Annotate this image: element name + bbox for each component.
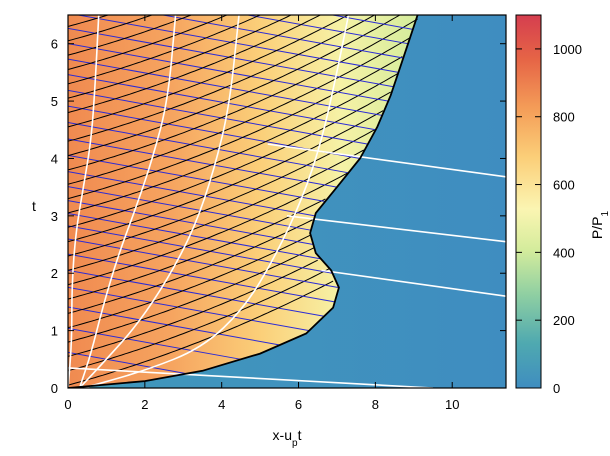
- white-trajectory: [78, 15, 177, 388]
- characteristic-black: [68, 110, 384, 243]
- characteristic-black: [68, 15, 350, 128]
- characteristic-blue: [414, 15, 418, 16]
- plot-frame: [67, 14, 507, 389]
- shocked-region-heatmap: [68, 15, 418, 388]
- characteristic-blue: [68, 122, 349, 174]
- x-tick-label: 0: [64, 397, 71, 412]
- characteristic-blue: [68, 200, 314, 246]
- plot-area: [68, 0, 506, 414]
- characteristic-blue: [68, 351, 187, 375]
- colorbar-tick-label: 1000: [553, 42, 582, 57]
- y-axis-label: t: [32, 198, 36, 214]
- characteristic-black: [68, 56, 403, 200]
- y-tick-label: 4: [51, 151, 58, 166]
- characteristic-black: [68, 247, 315, 343]
- x-tick-label: 2: [141, 397, 148, 412]
- characteristic-black: [68, 15, 401, 157]
- x-tick-label: 10: [445, 397, 459, 412]
- characteristic-blue: [68, 171, 316, 217]
- characteristic-black: [68, 0, 418, 12]
- y-axis: 0 1 2 3 4 5 6: [51, 37, 506, 396]
- characteristic-blue: [68, 253, 335, 303]
- characteristic-black: [68, 218, 315, 314]
- colorbar-tick-label: 0: [553, 381, 560, 396]
- white-slope-line: [267, 143, 506, 178]
- x-tick-label: 4: [218, 397, 225, 412]
- characteristic-black: [68, 389, 149, 414]
- characteristic-blue: [68, 154, 326, 202]
- characteristic-blue: [68, 89, 368, 145]
- white-curves: [68, 15, 506, 388]
- characteristic-black: [68, 37, 411, 185]
- characteristic-blue: [68, 74, 376, 131]
- white-slope-line: [286, 215, 506, 243]
- colorbar: [515, 14, 542, 389]
- colorbar-label: P/P1: [589, 210, 610, 239]
- characteristic-black: [68, 72, 399, 214]
- characteristic-blue: [160, 15, 404, 59]
- characteristic-black: [68, 15, 322, 114]
- characteristic-blue: [68, 306, 280, 346]
- characteristic-black: [68, 198, 326, 300]
- characteristic-black: [68, 234, 311, 329]
- characteristic-black: [68, 91, 391, 228]
- x-tick-label: 8: [372, 397, 379, 412]
- white-trajectory: [68, 15, 100, 388]
- characteristic-blue: [68, 27, 394, 88]
- colorbar-ticks: 0 200 400 600 800 1000: [516, 42, 582, 396]
- shock-front-line: [68, 15, 419, 388]
- characteristic-blue: [68, 186, 311, 231]
- characteristic-black: [68, 15, 262, 85]
- characteristic-black: [68, 389, 106, 400]
- y-tick-label: 2: [51, 266, 58, 281]
- characteristic-blue: [329, 15, 413, 30]
- characteristic-blue: [68, 286, 310, 332]
- y-tick-label: 0: [51, 381, 58, 396]
- colorbar-tick-label: 800: [553, 110, 575, 125]
- characteristic-blue: [68, 238, 339, 289]
- characteristic-blue: [68, 213, 322, 260]
- characteristic-black: [68, 15, 229, 70]
- white-trajectory: [83, 15, 350, 388]
- characteristic-black: [68, 149, 365, 271]
- colorbar-tick-label: 400: [553, 245, 575, 260]
- x-axis-label: x-upt: [273, 427, 302, 449]
- characteristic-black: [189, 387, 191, 388]
- characteristic-blue: [68, 138, 338, 188]
- characteristic-blue: [75, 15, 399, 73]
- y-tick-label: 6: [51, 37, 58, 52]
- characteristic-black: [68, 128, 376, 257]
- characteristic-blue: [68, 225, 333, 274]
- characteristic-black: [68, 15, 376, 142]
- y-tick-label: 1: [51, 324, 58, 339]
- characteristic-black: [68, 18, 418, 171]
- white-slope-line: [68, 367, 434, 388]
- characteristic-black: [68, 259, 318, 357]
- characteristic-blue: [245, 15, 409, 45]
- characteristic-black: [68, 15, 293, 99]
- x-tick-label: 6: [295, 397, 302, 412]
- characteristic-black: [68, 280, 334, 386]
- x-axis: 0 2 4 6 8 10: [64, 15, 459, 412]
- characteristic-black: [68, 15, 193, 56]
- characteristic-black: [68, 268, 330, 372]
- colorbar-tick-label: 600: [553, 178, 575, 193]
- colorbar-tick-label: 200: [553, 313, 575, 328]
- white-slope-line: [321, 269, 506, 297]
- y-tick-label: 5: [51, 94, 58, 109]
- y-tick-label: 3: [51, 209, 58, 224]
- characteristic-black: [68, 15, 154, 42]
